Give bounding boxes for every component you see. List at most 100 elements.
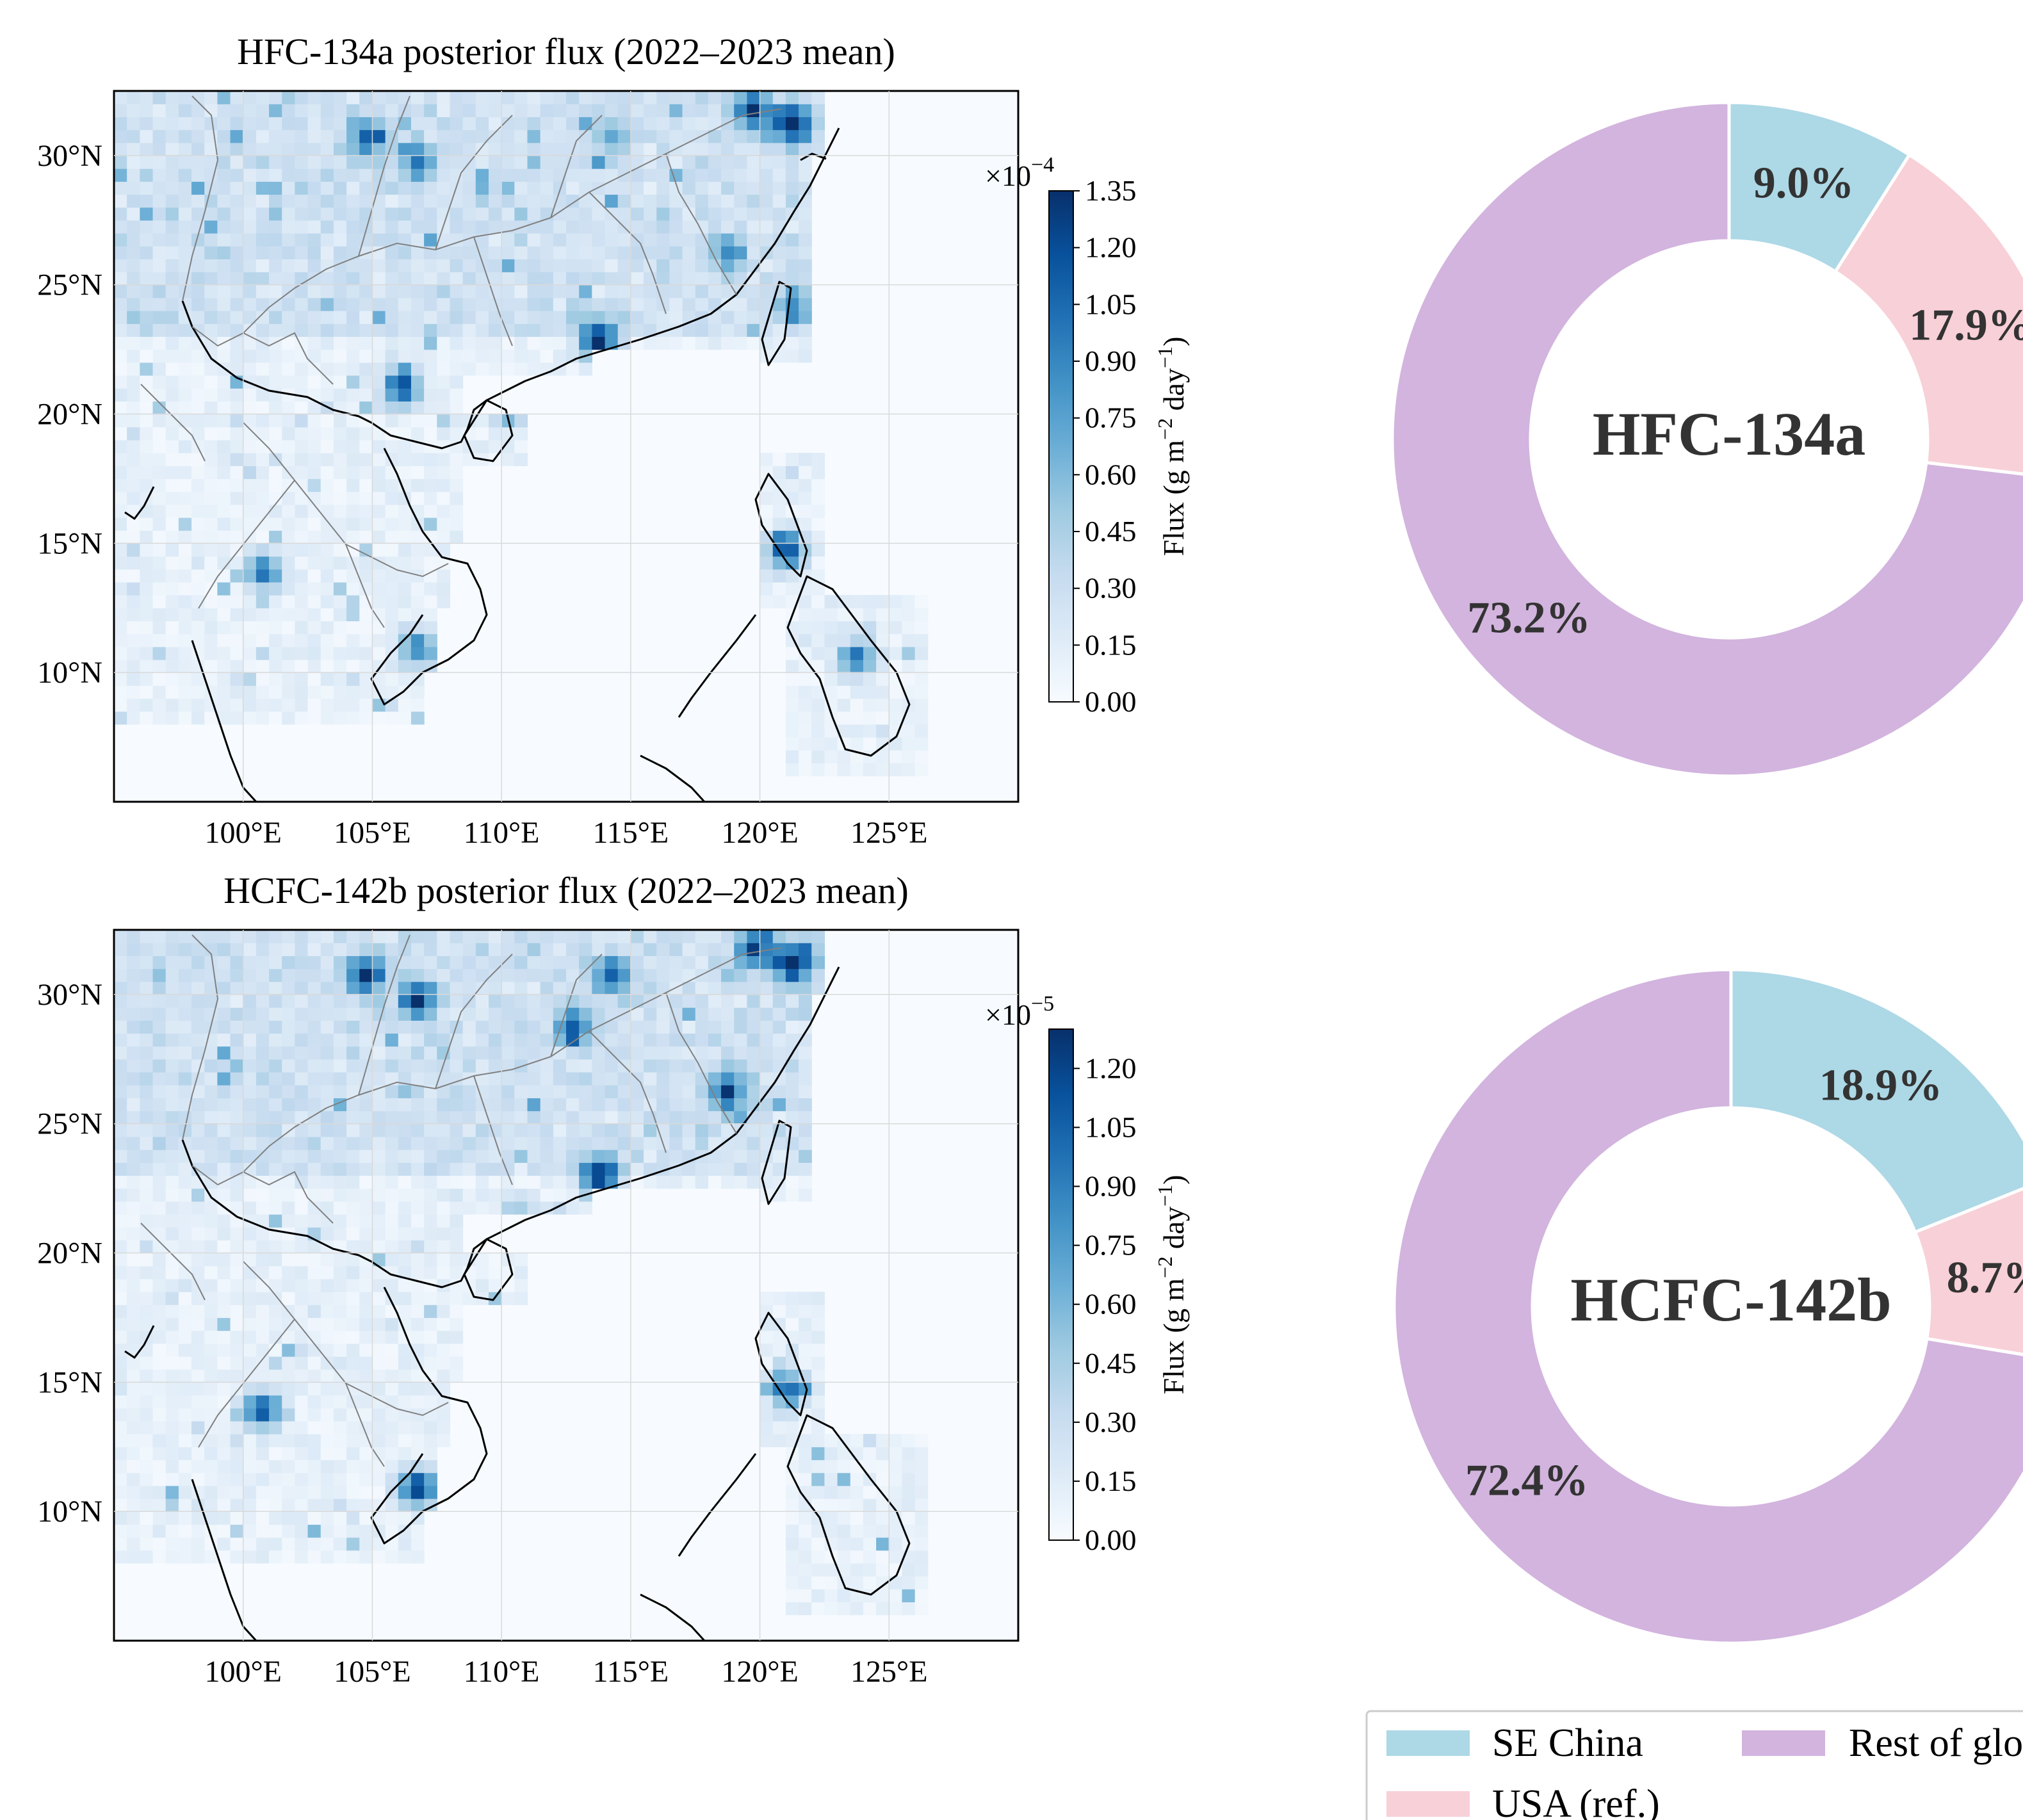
flux-cell — [243, 581, 257, 596]
flux-cell — [346, 1020, 360, 1034]
flux-cell — [579, 1072, 592, 1085]
flux-cell — [346, 414, 360, 428]
flux-cell — [152, 646, 167, 660]
flux-cell — [269, 439, 282, 453]
flux-cell — [566, 323, 580, 337]
flux-cell — [152, 259, 167, 273]
flux-cell — [553, 246, 567, 259]
flux-cell — [772, 207, 786, 221]
flux-cell — [669, 297, 683, 311]
flux-cell — [863, 1499, 877, 1512]
flux-cell — [450, 272, 464, 286]
flux-cell — [178, 1085, 192, 1098]
flux-cell — [346, 595, 360, 608]
flux-cell — [747, 1150, 761, 1163]
flux-cell — [424, 439, 437, 453]
flux-cell — [140, 1278, 154, 1292]
flux-cell — [837, 633, 851, 647]
flux-cell — [695, 1046, 709, 1060]
flux-cell — [889, 1485, 903, 1499]
flux-cell — [799, 737, 812, 751]
flux-cell — [902, 750, 916, 764]
flux-cell — [475, 168, 489, 182]
flux-cell — [243, 981, 257, 995]
flux-cell — [295, 1524, 309, 1538]
flux-cell — [114, 1136, 127, 1150]
flux-cell — [579, 930, 592, 943]
flux-cell — [527, 1072, 541, 1085]
flux-cell — [269, 1150, 282, 1163]
flux-cell — [772, 1343, 786, 1357]
flux-cell — [127, 1188, 140, 1202]
flux-cell — [372, 1292, 386, 1305]
flux-cell — [346, 943, 360, 956]
flux-cell — [410, 968, 425, 982]
flux-cell — [553, 207, 567, 221]
flux-cell — [721, 930, 735, 943]
flux-cell — [140, 1253, 154, 1267]
flux-cell — [320, 375, 334, 389]
flux-cell — [889, 1563, 903, 1577]
flux-cell — [385, 608, 399, 622]
flux-cell — [398, 142, 412, 156]
flux-cell — [359, 1162, 373, 1176]
flux-cell — [734, 297, 747, 311]
flux-cell — [256, 1098, 270, 1112]
flux-cell — [127, 1253, 140, 1267]
flux-cell — [191, 233, 205, 247]
flux-cell — [346, 1265, 360, 1280]
flux-cell — [307, 595, 321, 608]
flux-cell — [799, 207, 812, 221]
flux-cell — [230, 994, 244, 1008]
flux-cell — [876, 698, 890, 712]
flux-cell — [385, 401, 399, 415]
flux-cell — [540, 142, 554, 156]
flux-cell — [410, 1136, 425, 1150]
flux-cell — [424, 349, 437, 363]
flux-cell — [372, 220, 386, 234]
flux-cell — [708, 1072, 722, 1085]
flux-cell — [501, 1020, 515, 1034]
flux-cell — [307, 181, 321, 195]
flux-cell — [450, 259, 464, 273]
flux-cell — [501, 1188, 515, 1202]
flux-cell — [605, 284, 619, 298]
flux-cell — [217, 1382, 231, 1396]
flux-cell — [282, 297, 295, 311]
flux-cell — [243, 194, 257, 208]
flux-cell — [243, 272, 257, 286]
flux-cell — [372, 1072, 386, 1085]
flux-cell — [372, 466, 386, 480]
flux-cell — [217, 388, 231, 402]
flux-cell — [902, 1472, 916, 1486]
flux-cell — [540, 1162, 554, 1176]
flux-cell — [656, 272, 670, 286]
flux-cell — [114, 1434, 127, 1447]
flux-cell — [669, 1098, 683, 1112]
flux-cell — [385, 1020, 399, 1034]
y-tick-label: 20°N — [37, 398, 102, 432]
flux-cell — [127, 1162, 140, 1176]
flux-cell — [230, 1253, 244, 1267]
flux-cell — [876, 1550, 890, 1564]
flux-cell — [127, 1136, 140, 1150]
flux-cell — [217, 1420, 231, 1434]
flux-cell — [592, 284, 606, 298]
flux-cell — [269, 1369, 282, 1383]
flux-cell — [282, 1369, 295, 1383]
flux-cell — [398, 1123, 412, 1137]
flux-cell — [204, 504, 218, 518]
flux-cell — [178, 1511, 192, 1525]
flux-cell — [230, 1007, 244, 1021]
flux-cell — [127, 1537, 140, 1551]
flux-cell — [553, 155, 567, 169]
flux-cell — [772, 1356, 786, 1370]
flux-cell — [656, 311, 670, 324]
flux-cell — [114, 1278, 127, 1292]
flux-cell — [165, 943, 179, 956]
flux-cell — [372, 401, 386, 415]
flux-cell — [424, 414, 437, 428]
flux-cell — [902, 672, 916, 686]
flux-cell — [320, 439, 334, 453]
flux-cell — [178, 207, 192, 221]
